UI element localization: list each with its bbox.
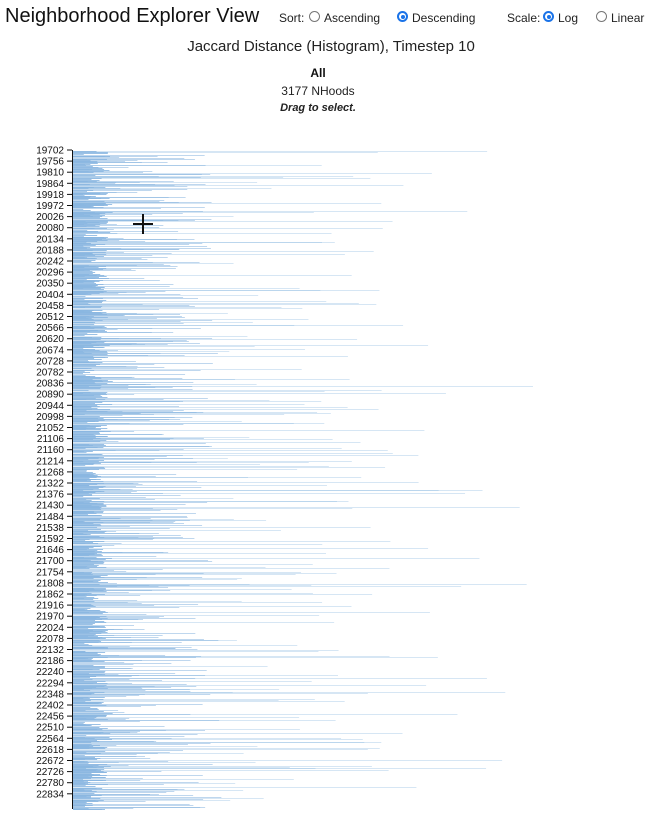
y-tick-label: 20620 (36, 334, 64, 345)
y-axis: 1970219756198101986419918199722002620080… (36, 146, 73, 809)
y-tick-label: 21808 (36, 578, 64, 589)
y-tick-label: 20728 (36, 356, 64, 367)
nhood-count: 3177 NHoods (281, 84, 355, 98)
scale-label: Scale: (507, 11, 541, 25)
y-tick-label: 20512 (36, 312, 64, 323)
app-title: Neighborhood Explorer View (5, 5, 260, 27)
y-tick-label: 20890 (36, 390, 64, 401)
y-tick-label: 21484 (36, 512, 64, 523)
y-tick-label: 21862 (36, 590, 64, 601)
y-tick-label: 22510 (36, 723, 64, 734)
sort-ascending-radio[interactable] (309, 11, 320, 22)
y-tick-label: 21538 (36, 523, 64, 534)
sort-label: Sort: (279, 11, 305, 25)
sort-ascending-label[interactable]: Ascending (324, 11, 381, 25)
y-tick-label: 20296 (36, 268, 64, 279)
y-tick-label: 20188 (36, 245, 64, 256)
y-tick-label: 22294 (36, 678, 64, 689)
y-tick-label: 22078 (36, 634, 64, 645)
y-tick-label: 19918 (36, 190, 64, 201)
bars-layer[interactable] (73, 151, 533, 810)
y-tick-label: 21700 (36, 556, 64, 567)
y-tick-label: 19702 (36, 146, 64, 157)
y-tick-label: 20674 (36, 345, 64, 356)
group-label: All (310, 66, 326, 80)
y-tick-label: 21214 (36, 456, 64, 467)
drag-hint: Drag to select. (280, 102, 356, 114)
y-tick-label: 20944 (36, 401, 64, 412)
y-tick-label: 20782 (36, 368, 64, 379)
y-tick-label: 21970 (36, 612, 64, 623)
scale-log-radio[interactable] (543, 11, 554, 22)
y-tick-label: 22564 (36, 734, 64, 745)
y-tick-label: 21268 (36, 467, 64, 478)
y-tick-label: 22726 (36, 767, 64, 778)
y-tick-label: 20566 (36, 323, 64, 334)
y-tick-label: 22132 (36, 645, 64, 656)
y-tick-label: 21160 (37, 445, 65, 456)
sort-descending-label[interactable]: Descending (412, 11, 476, 25)
y-tick-label: 22672 (36, 756, 64, 767)
y-tick-label: 22024 (36, 623, 64, 634)
y-tick-label: 22186 (36, 656, 64, 667)
y-tick-label: 22456 (36, 712, 64, 723)
y-tick-label: 20026 (36, 212, 64, 223)
crosshair-cursor-icon (133, 214, 153, 234)
scale-linear-label[interactable]: Linear (611, 11, 645, 25)
y-tick-label: 20080 (36, 223, 64, 234)
y-tick-label: 20458 (36, 301, 64, 312)
y-tick-label: 21646 (36, 545, 64, 556)
y-tick-label: 19864 (36, 179, 64, 190)
y-tick-label: 20242 (36, 257, 64, 268)
y-tick-label: 19972 (36, 201, 64, 212)
y-tick-label: 19756 (36, 157, 64, 168)
y-tick-label: 22240 (36, 667, 64, 678)
y-tick-label: 21322 (36, 479, 64, 490)
y-tick-label: 20404 (36, 290, 64, 301)
y-tick-label: 22780 (36, 778, 64, 789)
y-tick-label: 21916 (36, 601, 64, 612)
top-bar: Neighborhood Explorer View Sort: Ascendi… (0, 0, 662, 36)
y-tick-label: 21376 (36, 490, 64, 501)
y-tick-label: 21106 (37, 434, 65, 445)
y-tick-label: 20836 (36, 379, 64, 390)
chart-title: Jaccard Distance (Histogram), Timestep 1… (187, 38, 475, 55)
y-tick-label: 22402 (36, 701, 64, 712)
y-tick-label: 22618 (36, 745, 64, 756)
y-tick-label: 20134 (36, 234, 64, 245)
y-tick-label: 21592 (36, 534, 64, 545)
y-tick-label: 22348 (36, 689, 64, 700)
y-tick-label: 21430 (36, 501, 64, 512)
y-tick-label: 20998 (36, 412, 64, 423)
y-tick-label: 21052 (36, 423, 64, 434)
scale-linear-radio[interactable] (596, 11, 607, 22)
y-tick-label: 22834 (36, 789, 64, 800)
sort-descending-radio[interactable] (397, 11, 408, 22)
scale-log-label[interactable]: Log (558, 11, 579, 25)
y-tick-label: 19810 (36, 168, 64, 179)
y-tick-label: 21754 (36, 567, 64, 578)
y-tick-label: 20350 (36, 279, 64, 290)
